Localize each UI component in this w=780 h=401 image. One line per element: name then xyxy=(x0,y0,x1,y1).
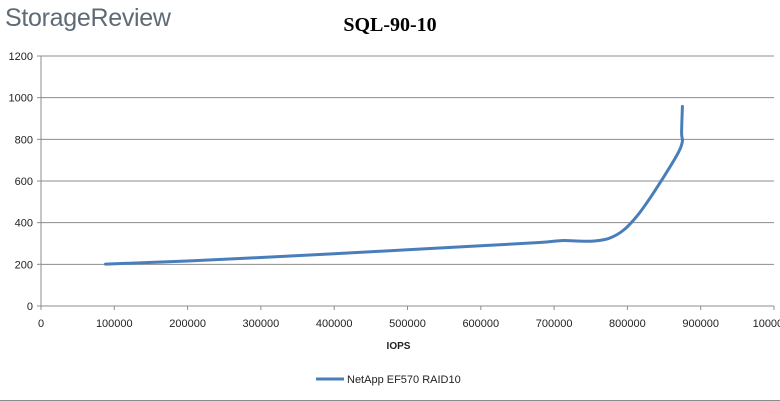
x-tick-label: 500000 xyxy=(389,318,426,330)
y-tick-label: 0 xyxy=(27,301,33,313)
brand-logo: StorageReview xyxy=(5,4,171,32)
chart-title: SQL-90-10 xyxy=(343,14,437,36)
x-axis-label: IOPS xyxy=(387,341,411,352)
legend: NetApp EF570 RAID10 xyxy=(316,374,461,386)
y-tick-label: 200 xyxy=(15,259,33,271)
x-tick-label: 600000 xyxy=(462,318,499,330)
y-tick-label: 1000 xyxy=(9,93,33,105)
y-tick-label: 1200 xyxy=(9,51,33,63)
x-tick-label: 0 xyxy=(38,318,44,330)
x-tick-label: 200000 xyxy=(169,318,206,330)
x-tick-label: 300000 xyxy=(243,318,280,330)
grid-lines xyxy=(41,55,774,307)
y-axis-ticks: 0 200 400 600 800 1000 1200 xyxy=(9,51,41,313)
series-line-0 xyxy=(104,104,685,266)
y-tick-label: 800 xyxy=(15,134,33,146)
series-layer xyxy=(104,104,685,266)
x-tick-label: 700000 xyxy=(536,318,573,330)
x-tick-label: 1000000 xyxy=(753,318,780,330)
x-axis-ticks: 0 100000 200000 300000 400000 500000 600000 700… xyxy=(38,306,780,330)
x-tick-label: 900000 xyxy=(682,318,719,330)
legend-label: NetApp EF570 RAID10 xyxy=(347,374,461,386)
x-tick-label: 800000 xyxy=(609,318,646,330)
x-tick-label: 100000 xyxy=(96,318,133,330)
x-tick-label: 400000 xyxy=(316,318,353,330)
y-tick-label: 400 xyxy=(15,218,33,230)
y-tick-label: 600 xyxy=(15,176,33,188)
